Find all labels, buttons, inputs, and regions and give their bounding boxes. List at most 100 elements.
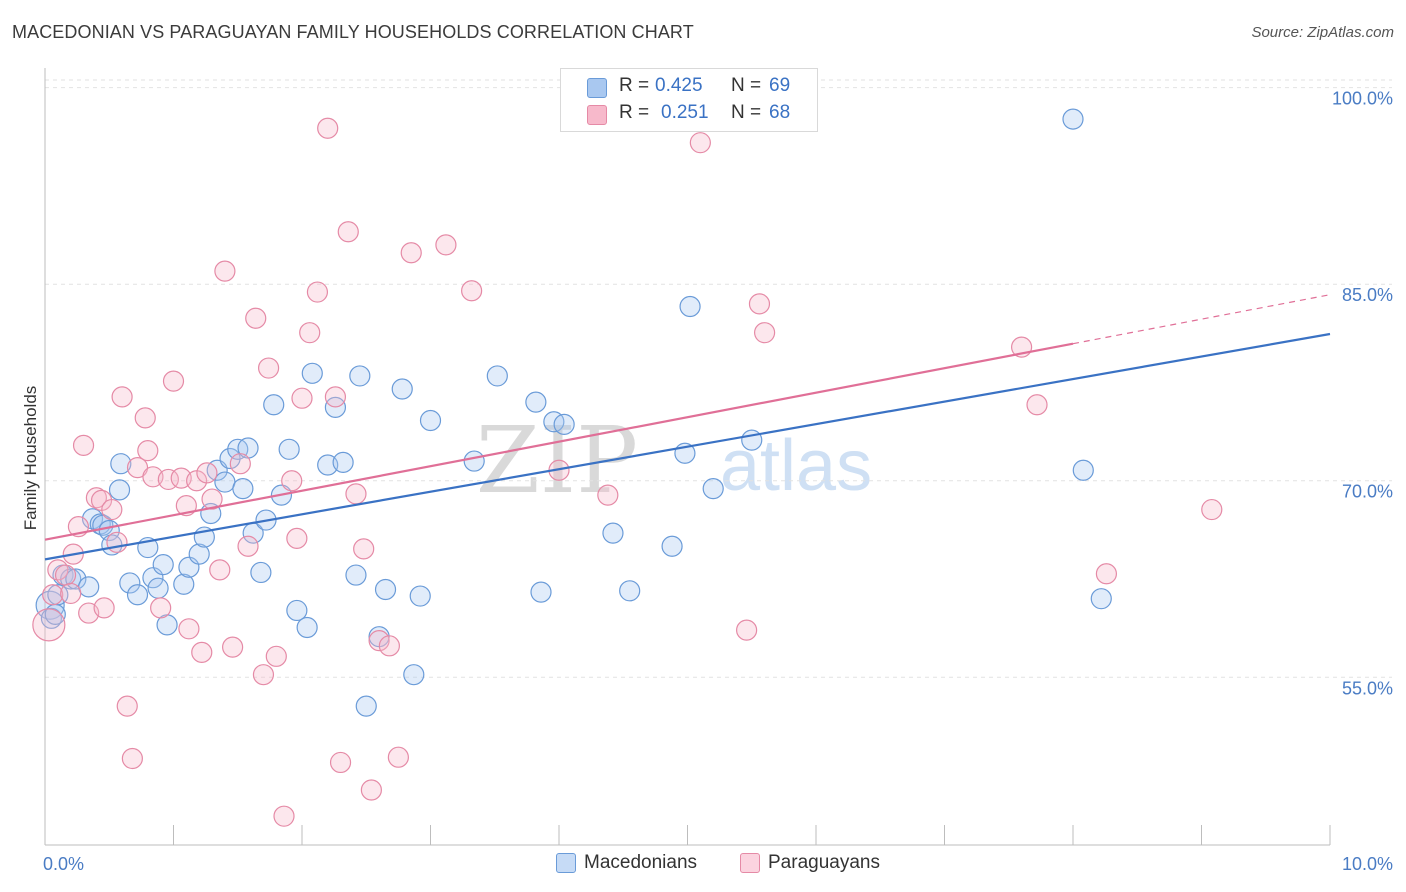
macedonian-point [419,409,442,432]
paraguayan-point [753,322,776,344]
legend-n-label: N = [731,75,762,96]
legend-swatch-macedonians [587,78,607,98]
paraguayan-point [345,483,367,505]
paraguayan-point [1201,498,1223,521]
macedonian-point [530,581,552,603]
paraguayan-point [116,695,138,717]
paraguayan-point [281,470,303,492]
bottom-legend-swatch-paraguayans [740,853,760,873]
macedonians-trend-line [44,332,1331,561]
macedonian-point [1062,108,1084,130]
paraguayan-point [291,387,313,409]
macedonian-point [661,535,683,557]
trend-lines [44,294,1331,561]
paraguayan-point [42,584,64,606]
watermark: ZIP atlas [476,407,872,514]
paraguayan-point [353,538,375,560]
macedonian-point [108,479,131,501]
y-axis-label: Family Households [21,386,40,531]
paraguayan-point [196,462,218,484]
macedonian-point [403,664,425,686]
macedonian-point [679,295,701,318]
bottom-legend-label: Macedonians [584,852,698,873]
axes [44,68,1331,846]
paraguayan-point [137,440,159,462]
macedonian-point [263,394,285,416]
macedonian-point [619,580,641,602]
paraguayan-point [306,281,329,303]
paraguayan-point [245,307,267,329]
paraguayan-point [337,221,359,243]
macedonian-point [286,599,308,622]
paraguayan-point [134,407,156,429]
paraguayan-point [1026,394,1048,416]
y-tick-label: 70.0% [1342,482,1393,502]
legend-r-label: R = [619,102,650,123]
macedonian-point [214,471,236,493]
paraguayan-point [101,498,123,521]
paraguayan-point [299,322,321,344]
paraguayan-point [360,779,382,801]
paraguayan-point [191,641,213,663]
macedonian-point [1090,588,1112,610]
gridlines [45,79,1392,678]
paraguayan-point [93,597,115,619]
paraguayan-point [461,280,483,302]
paraguayan-point [324,386,347,408]
macedonian-point [317,454,339,476]
paraguayans-points [32,117,1223,827]
paraguayan-point [121,747,143,770]
paraguayan-point [252,664,275,686]
macedonian-point [278,438,300,460]
macedonian-point [332,451,354,473]
macedonian-point [78,576,100,598]
paraguayan-point [60,582,82,605]
paraguayan-point [435,234,457,256]
y-tick-label: 100.0% [1332,89,1393,109]
macedonian-point [355,695,377,717]
paraguayan-point [368,629,390,652]
paraguayan-point [111,386,133,408]
paraguayan-point [162,370,185,392]
macedonian-point [486,365,508,387]
macedonian-point [147,577,169,599]
chart-title: MACEDONIAN VS PARAGUAYAN FAMILY HOUSEHOL… [12,22,694,42]
macedonian-point [126,584,149,606]
paraguayan-point [170,467,192,489]
paraguayan-point [378,635,400,657]
paraguayan-point [54,564,77,586]
macedonian-point [232,478,254,500]
paraguayan-point [400,242,422,264]
paraguayan-point [257,357,280,379]
paraguayan-point [222,636,244,658]
macedonian-point [409,585,431,607]
macedonian-point [1072,459,1094,481]
macedonian-point [188,543,210,565]
paraguayans-trend-line [44,342,1074,541]
macedonian-point [525,391,547,413]
macedonian-point [152,553,174,576]
paraguayan-point [201,488,223,510]
paraguayan-point [597,484,619,506]
macedonian-point [301,362,323,384]
paraguayan-point [32,608,66,642]
paraguayan-point [175,495,197,517]
macedonian-point [119,572,141,594]
paraguayan-point [265,645,287,667]
paraguayans-trend-line-extension [1072,294,1331,345]
macedonian-point [602,522,624,544]
x-tick-label: 10.0% [1342,854,1393,874]
macedonian-point [173,573,195,595]
paraguayan-point [72,434,95,456]
paraguayan-point [689,132,711,154]
macedonian-point [463,450,485,472]
paraguayan-point [273,805,295,827]
legend-r-label: R = [619,75,650,96]
y-tick-labels: 55.0% 70.0% 85.0% 100.0% [1332,89,1393,699]
macedonian-point [553,413,575,435]
macedonian-point [349,365,371,387]
macedonians-points [35,108,1112,717]
paraguayan-point [237,535,259,557]
legend-n-value: 68 [769,102,791,123]
chart-source: Source: ZipAtlas.com [1251,24,1394,41]
